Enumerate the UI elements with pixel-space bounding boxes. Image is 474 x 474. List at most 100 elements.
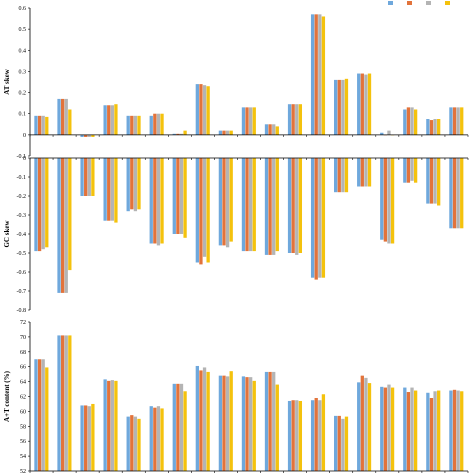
at-content-y-tick-label: 66 <box>20 365 26 371</box>
gc-skew-bar-11-s1 <box>264 158 269 255</box>
at-skew-bar-3-s1 <box>80 134 84 137</box>
at-content-y-tick-label: 54 <box>20 454 26 460</box>
at-skew-bar-11-s2 <box>268 124 272 135</box>
at-content-bar-3-s4 <box>91 403 95 471</box>
at-content-bar-4-s2 <box>107 380 111 471</box>
at-skew-bar-17-s2 <box>406 107 411 135</box>
gc-skew-bar-6-s1 <box>149 158 153 244</box>
at-skew-bar-13-s1 <box>310 14 315 135</box>
gc-skew-bar-6-s3 <box>156 158 161 246</box>
at-skew-bar-1-s3 <box>41 115 45 135</box>
at-skew-bar-18-s2 <box>429 120 434 135</box>
at-content-y-tick-label: 60 <box>20 409 26 415</box>
gc-skew-bar-3-s1 <box>80 158 84 196</box>
at-skew-bar-10-s1 <box>241 107 246 135</box>
at-content-bar-7-s3 <box>179 383 184 471</box>
gc-skew-bar-4-s4 <box>114 158 118 223</box>
at-content-bar-7-s1 <box>172 383 176 471</box>
at-skew-bar-1-s1 <box>34 115 38 135</box>
legend-label-h2: H2 <box>432 1 439 7</box>
at-content-bar-9-s3 <box>225 376 230 471</box>
at-skew-y-tick-label: 0.5 <box>19 27 27 33</box>
gc-skew-bar-14-s1 <box>334 158 338 193</box>
at-content-bar-1-s1 <box>34 359 38 471</box>
at-content-bar-18-s3 <box>433 391 437 471</box>
at-content-bar-5-s4 <box>137 418 141 471</box>
at-content-y-tick-label: 62 <box>20 395 26 401</box>
at-content-bar-13-s2 <box>314 397 318 471</box>
at-skew-bar-3-s4 <box>91 134 95 137</box>
at-skew-bar-4-s1 <box>103 105 107 135</box>
at-skew-bar-1-s4 <box>45 116 49 135</box>
at-content-bar-2-s4 <box>68 335 72 471</box>
at-skew-bar-14-s3 <box>341 79 345 135</box>
at-skew-bar-10-s4 <box>252 107 256 135</box>
gc-skew-bar-1-s4 <box>45 158 49 248</box>
at-content-y-tick-label: 68 <box>20 350 26 356</box>
at-content-bar-13-s3 <box>318 400 322 471</box>
gc-skew-bar-2-s3 <box>64 158 68 293</box>
at-content-bar-6-s1 <box>149 406 153 471</box>
gc-skew-bar-14-s3 <box>341 158 345 193</box>
gc-skew-bar-7-s1 <box>172 158 176 234</box>
at-skew-bar-15-s4 <box>367 73 372 135</box>
gc-skew-y-tick-label: -0.8 <box>17 308 27 314</box>
at-skew-bar-16-s3 <box>387 130 391 135</box>
at-content-bar-4-s4 <box>114 380 118 471</box>
at-content-bar-10-s3 <box>249 377 253 471</box>
gc-skew-y-tick-label: 0 <box>23 156 26 162</box>
at-content-bar-11-s3 <box>272 371 276 471</box>
gc-skew-bar-5-s3 <box>133 158 138 212</box>
gc-skew-bar-17-s2 <box>406 158 411 183</box>
at-content-y-tick-label: 56 <box>20 439 26 445</box>
at-skew-bar-15-s3 <box>364 74 368 135</box>
at-content-y-tick-label: 70 <box>20 335 26 341</box>
at-content-bar-6-s2 <box>153 407 157 471</box>
gc-skew-bar-3-s4 <box>91 158 95 196</box>
at-content-y-tick-label: 64 <box>20 380 26 386</box>
at-content-bar-12-s2 <box>291 400 295 471</box>
at-content-bar-2-s2 <box>60 335 65 471</box>
at-content-panel: 52 54 56 58 60 62 64 66 68 70 72 A+T content (%) <box>3 320 469 474</box>
gc-skew-bar-11-s2 <box>268 158 272 255</box>
gc-skew-bar-12-s4 <box>298 158 303 253</box>
gc-skew-bar-13-s2 <box>314 158 318 280</box>
at-skew-bar-13-s3 <box>318 14 322 135</box>
at-skew-bar-7-s3 <box>179 133 184 135</box>
at-content-bar-3-s3 <box>87 406 91 471</box>
gc-skew-bar-14-s4 <box>344 158 349 193</box>
gc-skew-bar-13-s1 <box>310 158 315 278</box>
at-content-bar-12-s1 <box>287 400 292 471</box>
at-skew-y-tick-label: 0.4 <box>19 48 27 54</box>
at-content-bar-5-s3 <box>133 416 138 471</box>
at-skew-bar-2-s4 <box>68 109 72 135</box>
at-content-bar-8-s2 <box>199 370 203 471</box>
at-content-bar-14-s2 <box>337 415 341 471</box>
at-content-bar-17-s4 <box>413 390 418 471</box>
gc-skew-bar-8-s3 <box>202 158 207 257</box>
at-content-bar-12-s3 <box>295 400 299 471</box>
at-content-bar-5-s1 <box>126 416 130 471</box>
gc-skew-bar-7-s4 <box>183 158 187 238</box>
gc-skew-y-axis-label: GC skew <box>3 220 11 248</box>
at-content-bar-4-s3 <box>110 380 114 471</box>
at-skew-bar-10-s3 <box>249 107 253 135</box>
gc-skew-y-tick-label: -0.4 <box>17 232 27 238</box>
at-content-bar-15-s1 <box>357 382 361 471</box>
at-content-bar-10-s2 <box>245 377 249 471</box>
at-content-bar-1-s4 <box>45 367 49 471</box>
at-content-bar-2-s1 <box>57 335 61 471</box>
at-skew-y-axis-label: AT skew <box>3 68 11 95</box>
gc-skew-bar-15-s4 <box>367 158 372 187</box>
at-skew-bar-14-s4 <box>344 78 349 135</box>
at-content-bar-13-s4 <box>321 394 326 471</box>
at-content-y-tick-label: 58 <box>20 424 26 430</box>
gc-skew-bar-4-s3 <box>110 158 114 221</box>
gc-skew-bar-15-s2 <box>360 158 364 187</box>
gc-skew-y-tick-label: -0.2 <box>17 194 27 200</box>
at-skew-bar-3-s3 <box>87 134 91 137</box>
at-content-bar-6-s4 <box>160 408 164 471</box>
at-skew-bar-13-s2 <box>314 14 318 135</box>
